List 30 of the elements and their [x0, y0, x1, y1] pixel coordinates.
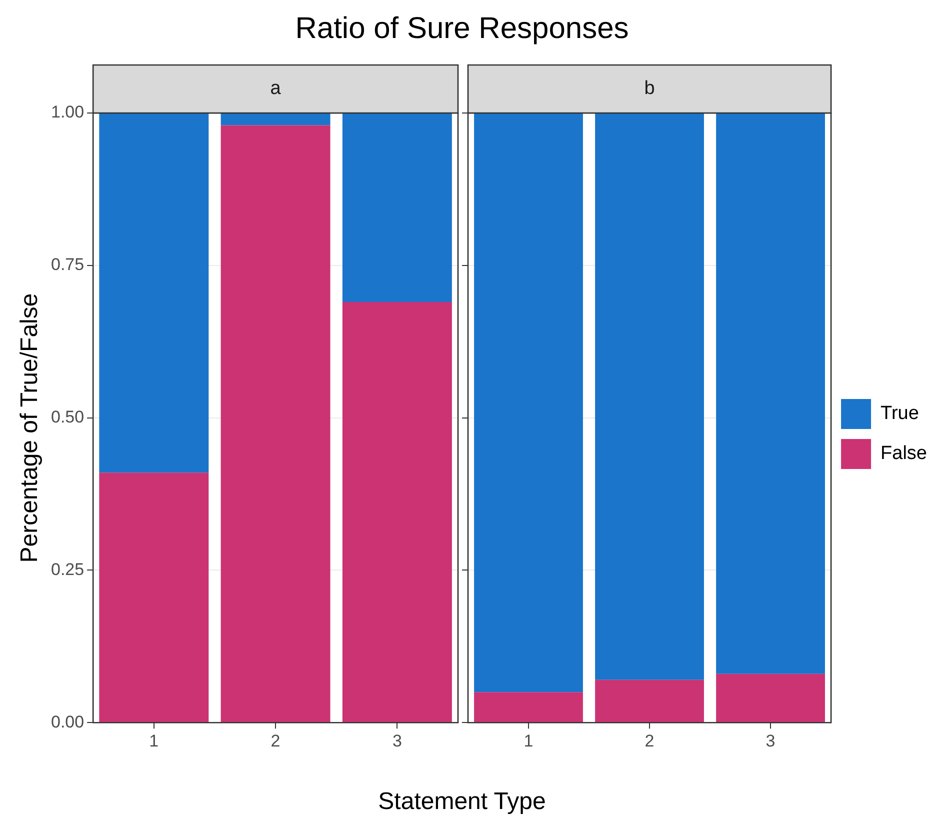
bar [220, 113, 330, 126]
x-tick-label: 2 [644, 731, 654, 750]
chart-subtitle: a [270, 78, 282, 100]
chart-title: Ratio of Sure Responses [295, 12, 629, 46]
x-tick-label: 3 [392, 731, 402, 750]
x-tick-label: 2 [270, 731, 280, 750]
bar [716, 674, 825, 722]
x-tick-label: 1 [149, 731, 159, 750]
legend-label: False [880, 443, 928, 464]
y-tick-label: 0.25 [50, 560, 84, 579]
x-axis-title: Statement Type [378, 788, 546, 816]
bar [595, 680, 704, 722]
bar [342, 113, 452, 302]
bar [342, 302, 452, 722]
x-tick-label: 3 [766, 731, 776, 750]
chart-subtitle: b [644, 78, 655, 100]
y-tick-label: 0.50 [50, 407, 84, 426]
bar [595, 113, 704, 680]
bar [99, 113, 209, 473]
legend-label: True [880, 403, 919, 424]
bar [474, 113, 583, 692]
y-tick-label: 0.00 [50, 712, 84, 732]
bar [99, 472, 209, 722]
bar [716, 113, 825, 674]
bar [220, 125, 330, 722]
x-tick-label: 1 [524, 731, 534, 750]
bar [474, 692, 583, 722]
y-tick-label: 1.00 [50, 102, 84, 122]
y-tick-label: 0.75 [50, 255, 84, 274]
y-axis-title: Percentage of True/False [16, 293, 44, 563]
